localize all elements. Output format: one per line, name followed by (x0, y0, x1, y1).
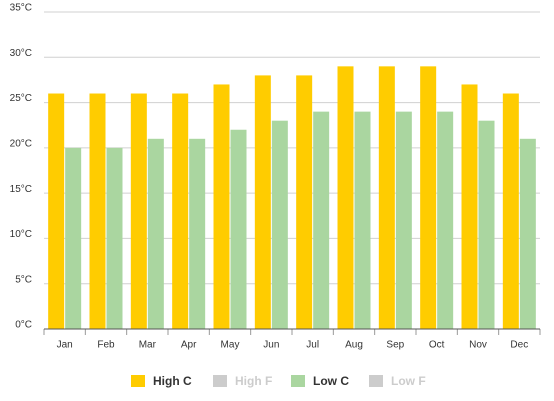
legend-label: High F (235, 374, 272, 388)
legend-swatch (213, 375, 227, 387)
legend-label: High C (153, 374, 192, 388)
bar (230, 129, 247, 329)
bar (271, 120, 288, 329)
x-tick-label: Oct (429, 340, 445, 351)
legend-label: Low C (313, 374, 349, 388)
y-tick-label: 25°C (10, 93, 32, 104)
bar (189, 138, 206, 329)
bar (437, 111, 454, 329)
bar (65, 147, 82, 329)
bar (147, 138, 164, 329)
bar (519, 138, 536, 329)
x-tick-label: Jan (57, 340, 73, 351)
bar (502, 93, 519, 329)
bar (378, 66, 395, 329)
x-tick-label: Sep (386, 340, 404, 351)
legend-swatch (369, 375, 383, 387)
bar (172, 93, 189, 329)
x-tick-label: Jun (263, 340, 279, 351)
x-tick-label: Feb (97, 340, 115, 351)
y-tick-label: 30°C (10, 48, 32, 59)
bar (461, 84, 478, 329)
legend-swatch (131, 375, 145, 387)
y-tick-label: 10°C (10, 229, 32, 240)
y-tick-label: 5°C (15, 274, 32, 285)
bar (313, 111, 330, 329)
y-tick-label: 20°C (10, 138, 32, 149)
y-tick-label: 0°C (15, 320, 32, 331)
bar (420, 66, 437, 329)
y-tick-label: 15°C (10, 184, 32, 195)
bar (354, 111, 371, 329)
bar (254, 75, 271, 330)
x-tick-label: Aug (345, 340, 363, 351)
legend-label: Low F (391, 374, 426, 388)
x-tick-label: Nov (469, 340, 487, 351)
bar (478, 120, 495, 329)
x-tick-label: Dec (510, 340, 528, 351)
bar (130, 93, 147, 329)
bar (106, 147, 123, 329)
bar (395, 111, 412, 329)
bar (48, 93, 65, 329)
bar (337, 66, 354, 329)
x-tick-label: Mar (139, 340, 157, 351)
bar (213, 84, 230, 329)
bar (89, 93, 106, 329)
bar (296, 75, 313, 330)
x-tick-label: Apr (181, 340, 197, 351)
y-tick-label: 35°C (10, 3, 32, 14)
legend-swatch (291, 375, 305, 387)
x-tick-label: Jul (306, 340, 319, 351)
x-tick-label: May (221, 340, 240, 351)
